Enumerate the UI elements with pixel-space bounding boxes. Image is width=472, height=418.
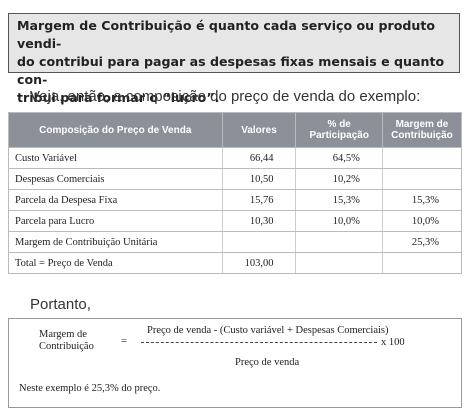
table-cell: [295, 231, 383, 253]
table-body: Custo Variável 66,44 64,5% Despesas Comerci…: [8, 147, 463, 274]
note-line: Margem de Contribuição é quanto cada ser…: [17, 18, 436, 51]
intro-text: Veja, então, a composição do preço de ve…: [30, 88, 421, 105]
table-cell: Parcela para Lucro: [8, 210, 223, 232]
label-line: Margem de: [39, 329, 87, 340]
header-line: Participação: [309, 130, 369, 141]
table-cell: 10,0%: [381, 210, 463, 232]
table-cell: 66,44: [221, 147, 296, 169]
formula-note: Neste exemplo é 25,3% do preço.: [19, 383, 161, 394]
table-row: Margem de Contribuição Unitária 25,3%: [8, 231, 463, 253]
note-line: tribui para formar o “lucro”.: [17, 90, 220, 105]
table-cell: 15,3%: [381, 189, 463, 211]
table-cell: [381, 147, 463, 169]
table-cell: Margem de Contribuição Unitária: [8, 231, 223, 253]
formula-box: Margem de Contribuição = Preço de venda …: [8, 318, 462, 408]
table-cell: 15,76: [221, 189, 296, 211]
table-cell: 10,50: [221, 168, 296, 190]
equals-sign: =: [121, 336, 127, 347]
header-line: Composição do Preço de Venda: [39, 124, 192, 136]
denominator: Preço de venda: [235, 357, 300, 368]
table-cell: 103,00: [221, 252, 296, 274]
table-row: Despesas Comerciais 10,50 10,2%: [8, 168, 463, 190]
header-cell: Valores: [221, 112, 297, 148]
table-row: Total = Preço de Venda 103,00: [8, 252, 463, 274]
label-line: Contribuição: [39, 341, 94, 352]
table-cell: 15,3%: [295, 189, 383, 211]
table-row: Custo Variável 66,44 64,5%: [8, 147, 463, 169]
note-box: Margem de Contribuição é quanto cada ser…: [8, 13, 460, 105]
conclusion-text: Portanto,: [30, 296, 91, 313]
header-cell: Margem de Contribuição: [381, 112, 463, 148]
table-cell: Despesas Comerciais: [8, 168, 223, 190]
header-cell: % de Participação: [295, 112, 383, 148]
header-line: Contribuição: [391, 130, 453, 141]
table-row: Parcela da Despesa Fixa 15,76 15,3% 15,3%: [8, 189, 463, 211]
table-cell: [381, 252, 463, 274]
table-cell: 10,2%: [295, 168, 383, 190]
header-row: Composição do Preço de Venda Valores % de P…: [8, 112, 463, 148]
table-row: Parcela para Lucro 10,30 10,0% 10,0%: [8, 210, 463, 232]
table-cell: [295, 252, 383, 274]
multiplier: x 100: [381, 337, 405, 348]
table-cell: [221, 231, 296, 253]
header-line: % de: [327, 119, 351, 130]
numerator: Preço de venda - (Custo variável + Despe…: [147, 325, 389, 336]
table-cell: Parcela da Despesa Fixa: [8, 189, 223, 211]
header-line: Margem de: [395, 119, 449, 130]
table-cell: [381, 168, 463, 190]
fraction-bar: [141, 342, 377, 343]
table-cell: 64,5%: [295, 147, 383, 169]
table-cell: 10,30: [221, 210, 296, 232]
table-cell: 10,0%: [295, 210, 383, 232]
table-cell: Total = Preço de Venda: [8, 252, 223, 274]
table-container: Composição do Preço de Venda Valores% de P…: [8, 112, 463, 274]
header-line: Valores: [241, 124, 277, 136]
table-cell: Custo Variável: [8, 147, 223, 169]
price-table: Composição do Preço de Venda Valores% de P…: [8, 112, 463, 274]
note-line: do contribui para pagar as despesas fixa…: [17, 54, 445, 87]
formula-label: Margem de Contribuição: [39, 329, 94, 353]
header-cell: Composição do Preço de Venda: [8, 112, 223, 148]
table-cell: 25,3%: [381, 231, 463, 253]
